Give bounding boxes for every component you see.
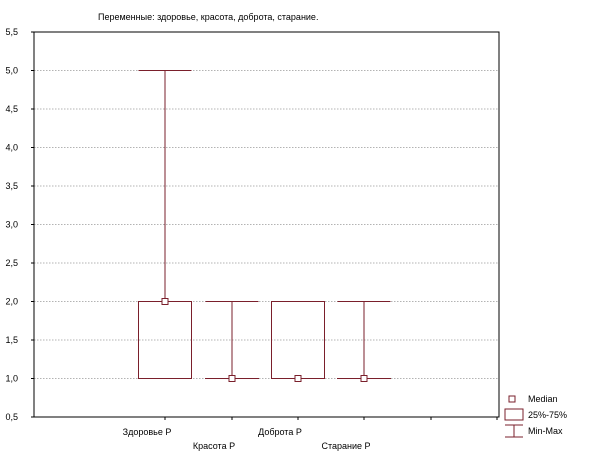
y-tick-label: 3,5 bbox=[5, 181, 18, 191]
x-axis-ticks: Здоровье Р Красота Р Доброта Р Старание Р bbox=[123, 417, 498, 451]
y-tick-label: 5,0 bbox=[5, 66, 18, 76]
median-marker bbox=[360, 375, 368, 382]
y-tick-label: 1,5 bbox=[5, 335, 18, 345]
y-tick-label: 2,0 bbox=[5, 297, 18, 307]
legend-box-label: 25%-75% bbox=[528, 410, 567, 420]
y-tick-label: 2,5 bbox=[5, 258, 18, 268]
box-group bbox=[337, 301, 391, 382]
x-tick-label: Красота Р bbox=[193, 441, 235, 451]
legend-box-marker bbox=[504, 408, 524, 421]
x-tick-label: Доброта Р bbox=[258, 427, 302, 437]
box-group bbox=[205, 301, 259, 382]
y-tick-label: 5,5 bbox=[5, 27, 18, 37]
y-axis-ticks: 0,5 1,0 1,5 2,0 2,5 3,0 3,5 4,0 4,5 5,0 5,5 bbox=[5, 27, 34, 422]
y-tick-label: 4,5 bbox=[5, 104, 18, 114]
box-series bbox=[138, 70, 391, 382]
median-marker bbox=[228, 375, 236, 382]
x-tick-label: Старание Р bbox=[321, 441, 370, 451]
gridlines bbox=[34, 70, 499, 379]
median-marker bbox=[161, 298, 169, 305]
box-group bbox=[138, 70, 192, 379]
legend-median-marker bbox=[508, 395, 516, 403]
legend-median-label: Median bbox=[528, 394, 558, 404]
chart-title: Переменные: здоровье, красота, доброта, … bbox=[98, 12, 318, 22]
y-tick-label: 4,0 bbox=[5, 143, 18, 153]
y-tick-label: 1,0 bbox=[5, 374, 18, 384]
legend-whisker-marker bbox=[505, 424, 523, 438]
x-tick-label: Здоровье Р bbox=[123, 427, 172, 437]
y-tick-label: 3,0 bbox=[5, 220, 18, 230]
median-marker bbox=[294, 375, 302, 382]
legend: Median 25%-75% Min-Max bbox=[504, 394, 567, 438]
y-tick-label: 0,5 bbox=[5, 412, 18, 422]
box-group bbox=[271, 301, 325, 382]
legend-whisker-label: Min-Max bbox=[528, 426, 563, 436]
